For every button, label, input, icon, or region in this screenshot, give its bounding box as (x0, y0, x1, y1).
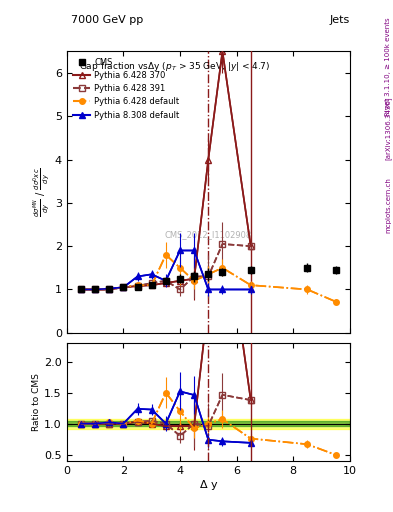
Y-axis label: Ratio to CMS: Ratio to CMS (32, 373, 41, 431)
Y-axis label: $\frac{d\sigma^{MN}}{dy}~/~\frac{d\sigma^{0}xc}{dy}$: $\frac{d\sigma^{MN}}{dy}~/~\frac{d\sigma… (32, 167, 52, 217)
Text: Rivet 3.1.10, ≥ 100k events: Rivet 3.1.10, ≥ 100k events (385, 17, 391, 116)
Text: Jets: Jets (329, 15, 350, 26)
Bar (67, 421, 350, 426)
Text: [arXiv:1306.3436]: [arXiv:1306.3436] (384, 96, 391, 160)
Text: CMS_2012_I1102908: CMS_2012_I1102908 (165, 230, 252, 239)
Text: mcplots.cern.ch: mcplots.cern.ch (385, 177, 391, 233)
X-axis label: $\Delta$ y: $\Delta$ y (198, 478, 218, 493)
Text: Gap fraction vs$\Delta$y ($p_T$ > 35 GeV, $|y|$ < 4.7): Gap fraction vs$\Delta$y ($p_T$ > 35 GeV… (79, 60, 270, 73)
Legend: CMS, Pythia 6.428 370, Pythia 6.428 391, Pythia 6.428 default, Pythia 8.308 defa: CMS, Pythia 6.428 370, Pythia 6.428 391,… (71, 55, 182, 122)
Text: 7000 GeV pp: 7000 GeV pp (71, 15, 143, 26)
Bar (67, 419, 350, 429)
